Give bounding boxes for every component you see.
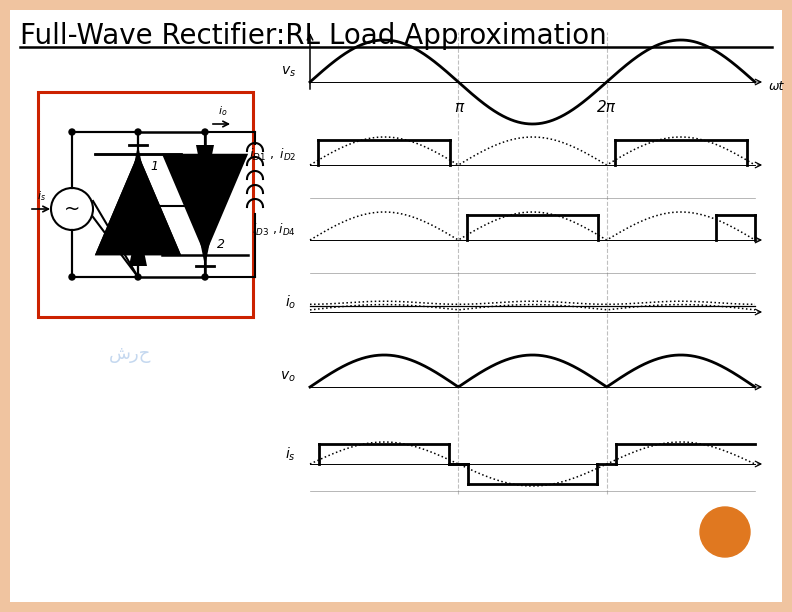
Polygon shape xyxy=(95,154,181,255)
Circle shape xyxy=(69,129,75,135)
Circle shape xyxy=(135,274,141,280)
Text: شرح: شرح xyxy=(109,345,151,363)
Circle shape xyxy=(700,507,750,557)
Circle shape xyxy=(202,129,208,135)
Circle shape xyxy=(135,129,141,135)
Text: 4: 4 xyxy=(150,237,158,250)
Text: 2: 2 xyxy=(217,237,225,250)
Polygon shape xyxy=(196,145,214,189)
Text: 2π: 2π xyxy=(597,100,616,115)
Text: π: π xyxy=(454,100,463,115)
Text: $i_s$: $i_s$ xyxy=(36,189,45,203)
Text: Full-Wave Rectifier:RL Load Approximation: Full-Wave Rectifier:RL Load Approximatio… xyxy=(20,22,607,50)
Text: $i_o$: $i_o$ xyxy=(219,104,228,118)
Text: ~: ~ xyxy=(64,200,80,218)
Polygon shape xyxy=(95,154,181,255)
Circle shape xyxy=(202,274,208,280)
Text: $i_o$: $i_o$ xyxy=(284,293,296,311)
Text: $v_o$: $v_o$ xyxy=(280,370,296,384)
Text: 1: 1 xyxy=(150,160,158,173)
Text: $i_{D1}\ ,\ i_{D2}$: $i_{D1}\ ,\ i_{D2}$ xyxy=(249,147,296,163)
Polygon shape xyxy=(129,145,147,189)
Polygon shape xyxy=(129,222,147,266)
Bar xyxy=(38,92,253,317)
Text: 3: 3 xyxy=(217,160,225,173)
Text: $i_s$: $i_s$ xyxy=(285,446,296,463)
Text: $v_s$: $v_s$ xyxy=(281,65,296,79)
Polygon shape xyxy=(196,222,214,266)
Text: ωt: ωt xyxy=(769,80,784,92)
Text: $i_{D3}\ ,i_{D4}$: $i_{D3}\ ,i_{D4}$ xyxy=(252,222,296,238)
Circle shape xyxy=(69,274,75,280)
Text: $i_{D1}$: $i_{D1}$ xyxy=(129,185,143,200)
Polygon shape xyxy=(162,154,248,255)
